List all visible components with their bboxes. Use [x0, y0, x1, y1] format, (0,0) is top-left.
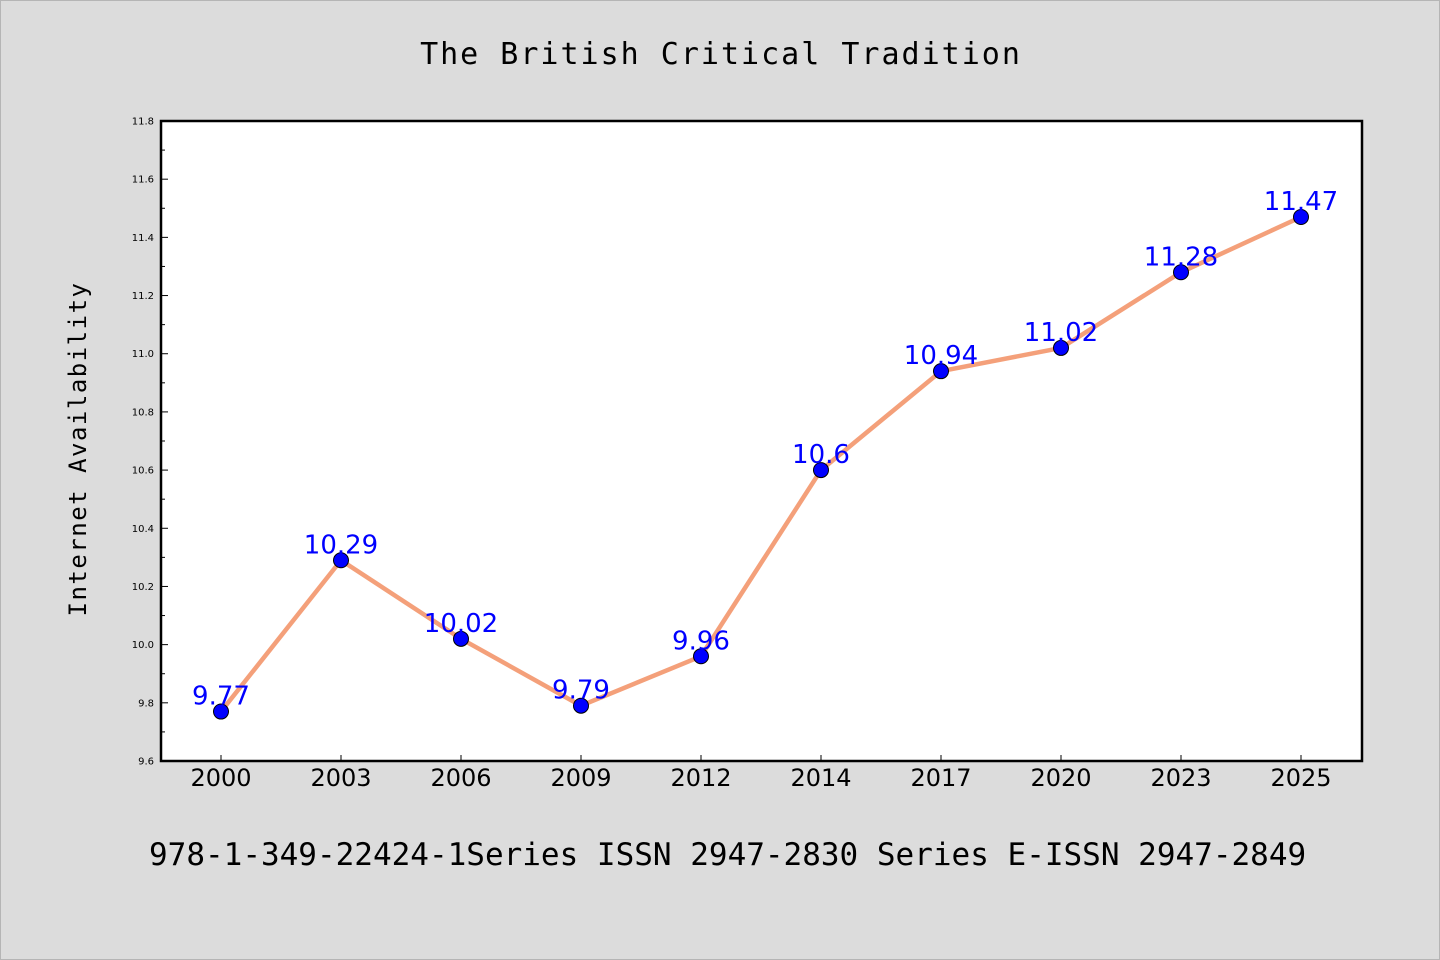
x-tick-label: 2014 [790, 764, 851, 792]
data-label: 9.96 [672, 626, 730, 656]
y-tick-label: 11.6 [132, 175, 154, 186]
x-tick-label: 2017 [910, 764, 971, 792]
data-point [933, 363, 949, 380]
y-tick-label: 11.0 [132, 349, 154, 360]
y-tick-label: 11.8 [132, 117, 154, 128]
data-point [213, 703, 229, 720]
y-tick-label: 10.2 [132, 582, 154, 593]
x-tick-label: 2006 [430, 764, 491, 792]
x-tick-label: 2020 [1030, 764, 1091, 792]
data-point [453, 630, 469, 647]
data-point [1293, 209, 1309, 225]
y-tick-label: 9.8 [138, 698, 154, 709]
x-tick-label: 2000 [190, 764, 251, 792]
series-line [218, 214, 1304, 714]
x-tick-label: 2003 [310, 764, 371, 792]
plot-frame [159, 119, 1364, 763]
y-tick-label: 11.2 [132, 291, 154, 302]
data-point [1173, 264, 1189, 281]
data-label: 9.79 [552, 676, 610, 706]
data-point [333, 552, 349, 569]
data-label: 11.28 [1144, 242, 1218, 272]
data-point [813, 462, 829, 479]
x-tick-label: 2009 [550, 764, 611, 792]
series-layer [213, 209, 1309, 720]
x-tick-label: 2012 [670, 764, 731, 792]
y-tick-label: 11.4 [132, 233, 154, 244]
y-tick-label: 10.8 [132, 407, 154, 418]
x-tick-label: 2025 [1270, 764, 1331, 792]
data-label: 10.29 [304, 530, 378, 560]
data-point [693, 648, 709, 665]
data-label: 10.02 [424, 609, 498, 639]
chart-title: The British Critical Tradition [420, 37, 1022, 72]
axis-ticks: 9.6 9.8 10.0 10.2 10.4 10.6 10.8 11.0 11.2 11.4 11… [132, 117, 1332, 793]
data-point [573, 697, 589, 714]
data-point [1053, 339, 1069, 356]
y-tick-label: 9.6 [138, 757, 154, 768]
data-label: 9.77 [192, 682, 250, 712]
y-tick-label: 10.4 [132, 524, 154, 535]
data-label: 10.6 [792, 440, 850, 470]
footer-identifiers: 978-1-349-22424-1Series ISSN 2947-2830 S… [149, 837, 1306, 873]
y-axis-label: Internet Availability [64, 282, 92, 617]
data-label: 11.47 [1264, 187, 1338, 217]
data-label: 10.94 [904, 341, 978, 371]
x-tick-label: 2023 [1150, 764, 1211, 792]
y-tick-label: 10.0 [132, 640, 154, 651]
y-tick-label: 10.6 [132, 466, 154, 477]
data-label: 11.02 [1024, 318, 1098, 348]
data-labels: 9.77 10.29 10.02 9.79 9.96 10.6 10.94 11.02 11.2… [192, 187, 1338, 712]
plot-area [161, 121, 1362, 761]
